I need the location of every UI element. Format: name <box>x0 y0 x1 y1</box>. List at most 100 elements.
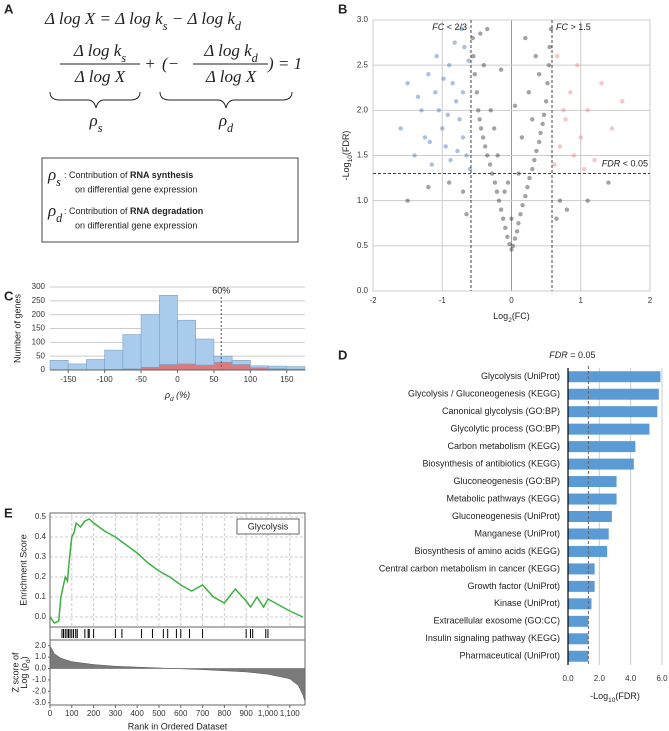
definition-text: on differential gene expression <box>75 184 197 194</box>
category-label: Growth factor (UniProt) <box>467 581 560 591</box>
point <box>525 184 530 190</box>
y-tick-label: 0.0 <box>35 664 47 673</box>
bar <box>104 349 124 370</box>
point <box>470 35 475 41</box>
x-axis-label: Rank in Ordered Dataset <box>128 721 228 731</box>
bar <box>568 423 650 435</box>
text-part: s <box>121 51 126 65</box>
bar <box>568 633 589 645</box>
text-part: < 2/3 <box>444 22 467 32</box>
bar <box>213 361 233 371</box>
point <box>440 126 445 131</box>
point <box>477 117 482 122</box>
point <box>500 216 506 221</box>
x-tick-label: 100 <box>244 375 258 384</box>
bar <box>158 294 178 365</box>
y-tick-label: -2.0 <box>32 686 46 695</box>
point <box>485 26 490 32</box>
definition-text: : Contribution of RNA synthesis <box>64 170 193 180</box>
point <box>460 189 466 194</box>
x-tick-label: 0 <box>509 296 514 305</box>
point <box>609 126 615 131</box>
point <box>419 108 424 113</box>
y-tick-label: -3.0 <box>32 698 46 707</box>
point <box>466 58 471 63</box>
y-tick-label: 0.5 <box>35 512 47 521</box>
point <box>548 26 554 32</box>
point <box>433 90 438 95</box>
x-tick-label: -100 <box>97 375 114 384</box>
point <box>516 221 521 226</box>
point <box>526 90 532 95</box>
category-label: Kinase (UniProt) <box>494 598 560 608</box>
point <box>460 135 466 140</box>
point <box>441 76 446 81</box>
point <box>505 180 511 185</box>
y-tick-label: 2.0 <box>35 641 47 650</box>
category-label: Extracellular exosome (GO:CC) <box>433 616 560 626</box>
point <box>510 243 516 249</box>
text-part: d <box>25 659 32 663</box>
point <box>496 198 502 203</box>
x-tick-label: 50 <box>209 375 218 384</box>
point <box>485 153 490 158</box>
bar <box>140 314 160 368</box>
label: Glycolysis <box>248 521 289 531</box>
bar <box>568 493 617 505</box>
denominator: Δ log X <box>74 67 126 86</box>
x-tick-label: 6.0 <box>656 674 668 683</box>
point <box>494 189 500 194</box>
x-tick-label: 150 <box>280 375 294 384</box>
text-part: Δ log X <box>205 67 257 86</box>
bar <box>86 359 105 371</box>
y-tick-label: 200 <box>32 310 46 319</box>
x-axis-label: Log2(FC) <box>493 311 530 324</box>
point <box>523 193 528 199</box>
point <box>514 229 520 234</box>
text-part: ρ <box>164 390 170 400</box>
point <box>422 135 428 140</box>
point <box>557 144 563 149</box>
line <box>49 518 304 624</box>
point <box>427 139 432 145</box>
y-tick-label: 2.5 <box>357 60 369 69</box>
y-tick-label: 300 <box>32 282 46 291</box>
text-part: (FDR) <box>341 131 351 156</box>
x-tick-label: 0.0 <box>562 674 574 683</box>
x-tick-label: 700 <box>196 709 210 718</box>
point <box>464 212 469 217</box>
text-part: Log (ρ <box>19 663 29 689</box>
point <box>434 53 439 59</box>
point <box>476 108 481 113</box>
panel-letter: B <box>338 1 347 16</box>
bar <box>568 598 592 610</box>
y-tick-label: 0.0 <box>357 286 369 295</box>
text-part: ρ <box>47 165 56 184</box>
point <box>398 126 403 131</box>
point <box>450 81 455 86</box>
y-axis-label: Enrichment Score <box>18 534 28 606</box>
text-part: d <box>252 51 259 65</box>
x-tick-label: 500 <box>152 709 166 718</box>
point <box>498 207 504 212</box>
definition-box <box>41 157 299 243</box>
x-tick-label: 2.0 <box>594 674 606 683</box>
category-label: Canonical glycolysis (GO:BP) <box>442 406 560 416</box>
point <box>478 126 484 131</box>
point <box>554 216 559 221</box>
point <box>452 40 457 45</box>
point <box>585 108 590 113</box>
point <box>507 241 512 247</box>
text-part: Log <box>493 311 508 321</box>
y-tick-label: 0 <box>41 365 46 374</box>
point <box>426 72 431 77</box>
bar <box>67 363 87 371</box>
point <box>545 81 550 86</box>
x-tick-label: -2 <box>369 296 377 305</box>
category-label: Gluconeogenesis (GO:BP) <box>453 476 560 486</box>
x-tick-label: 100 <box>65 709 79 718</box>
bar <box>568 511 612 522</box>
text-part: s <box>56 175 61 189</box>
point <box>599 81 604 86</box>
